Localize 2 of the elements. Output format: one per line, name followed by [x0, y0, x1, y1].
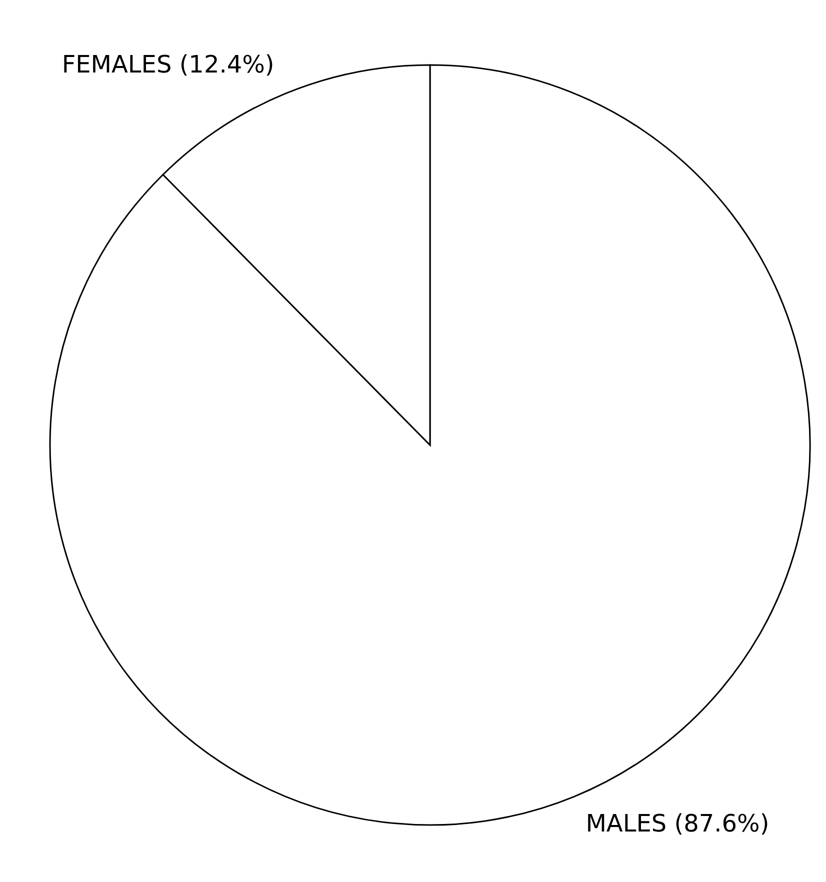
slice-label: MALES (87.6%) — [586, 809, 770, 838]
slice-label: FEMALES (12.4%) — [62, 50, 274, 79]
